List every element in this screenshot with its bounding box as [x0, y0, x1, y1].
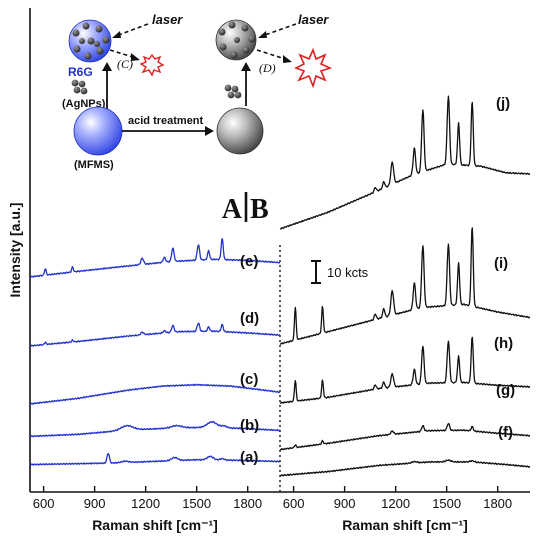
- x-tick-label: 600: [283, 496, 305, 511]
- spectrum-trace: [279, 227, 531, 345]
- large-explosion-icon: [294, 47, 333, 89]
- trace-label: (i): [494, 255, 508, 272]
- spectrum-trace: [279, 422, 531, 451]
- panel-a-traces: (a) (b) (c) (d) (e): [29, 238, 281, 466]
- panel-b-traces: (f)(g)(h)(i)(j): [279, 95, 531, 477]
- trace-label: (a): [240, 449, 258, 466]
- mfms-sphere: [73, 106, 123, 156]
- spectrum-trace: [29, 420, 281, 438]
- panel-b-x-ticks: 600 900 1200 1500 1800: [283, 486, 512, 511]
- silver-nanoparticles-2: [218, 21, 256, 59]
- panel-mark-a: A: [222, 194, 243, 225]
- x-tick-label: 1200: [381, 496, 410, 511]
- panel-b-x-axis-title: Raman shift [cm⁻¹]: [342, 517, 468, 533]
- trace-label: (h): [494, 335, 513, 352]
- panel-mark-b: B: [250, 194, 269, 225]
- trace-label: (c): [240, 371, 258, 388]
- trace-label: (f): [498, 424, 513, 441]
- acid-treated-sphere: [216, 107, 264, 155]
- panel-a-x-axis-title: Raman shift [cm⁻¹]: [92, 517, 218, 533]
- inset-label-c: (C): [117, 57, 133, 71]
- scale-bar: 10 kcts: [311, 260, 369, 284]
- inset-label-d: (D): [259, 61, 276, 75]
- agnps-cluster-icon: [71, 79, 88, 95]
- trace-label: (b): [240, 417, 259, 434]
- x-tick-label: 1800: [483, 496, 512, 511]
- spectrum-trace: [29, 452, 281, 466]
- silver-nanoparticles: [72, 22, 110, 60]
- small-explosion-icon: [139, 53, 165, 77]
- x-tick-label: 1200: [131, 496, 160, 511]
- trace-label: (j): [496, 95, 510, 112]
- inset-label-mfms: (MFMS): [74, 159, 114, 171]
- x-tick-label: 1500: [432, 496, 461, 511]
- inset-label-acid-treatment: acid treatment: [128, 115, 204, 127]
- trace-label: (e): [240, 253, 258, 270]
- laser-arrow-d: [261, 23, 297, 37]
- x-tick-label: 1800: [233, 496, 262, 511]
- inset-label-r6g: R6G: [68, 65, 93, 79]
- spectrum-trace: [279, 336, 531, 404]
- agnps-cluster-icon-2: [224, 84, 242, 99]
- scatter-arrow-d: [256, 49, 289, 61]
- panel-a-frame: [29, 8, 280, 493]
- spectrum-trace: [279, 459, 531, 477]
- inset-laser-d: laser: [298, 12, 329, 27]
- scale-bar-label: 10 kcts: [327, 265, 369, 280]
- panel-a-x-ticks: 600 900 1200 1500 1800: [33, 486, 262, 511]
- trace-label: (d): [240, 310, 259, 327]
- x-tick-label: 900: [84, 496, 106, 511]
- spectrum-trace: [29, 238, 281, 278]
- x-tick-label: 600: [33, 496, 55, 511]
- spectrum-trace: [279, 95, 531, 230]
- schematic-inset: laser (C) R6G (AgNPs) (MFMS) acid treatm…: [62, 12, 333, 171]
- x-tick-label: 900: [334, 496, 356, 511]
- y-axis-title: Intensity [a.u.]: [7, 203, 23, 298]
- panel-mark: A B: [222, 192, 269, 225]
- x-tick-label: 1500: [182, 496, 211, 511]
- laser-arrow-c: [115, 23, 149, 37]
- spectrum-trace: [29, 383, 281, 405]
- spectrum-trace: [29, 322, 281, 347]
- inset-laser-c: laser: [152, 12, 183, 27]
